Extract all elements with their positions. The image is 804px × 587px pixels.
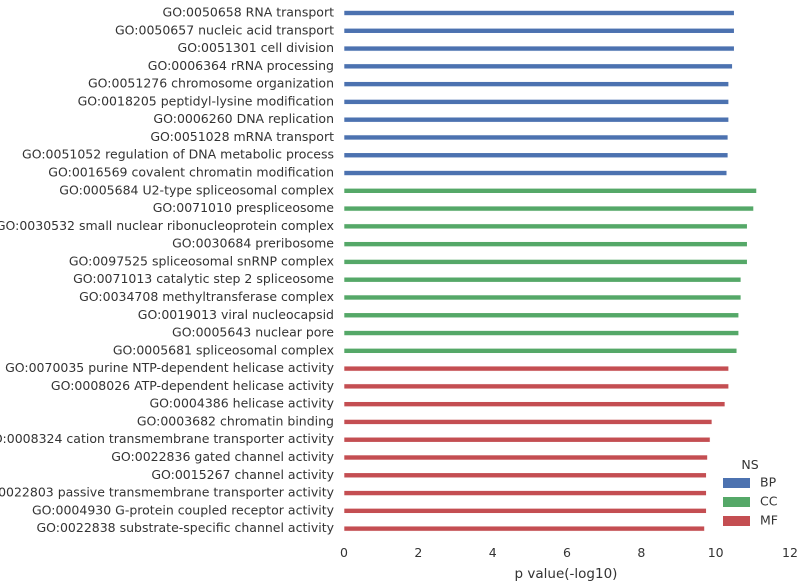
category-label-13: GO:0030684 preribosome bbox=[172, 236, 334, 251]
bar-25 bbox=[343, 454, 708, 461]
x-axis-label: p value(-log10) bbox=[515, 566, 618, 582]
bar-19 bbox=[343, 348, 738, 354]
bar-6 bbox=[343, 116, 729, 123]
category-label-11: GO:0071010 prespliceosome bbox=[153, 200, 335, 215]
bar-4 bbox=[343, 81, 729, 87]
bar-8 bbox=[343, 152, 729, 159]
x-tick-label-5: 10 bbox=[708, 545, 724, 560]
category-label-26: GO:0015267 channel activity bbox=[151, 467, 334, 482]
bar-12 bbox=[343, 223, 748, 230]
bar-20 bbox=[343, 365, 729, 372]
x-tick-label-0: 0 bbox=[340, 545, 348, 560]
legend-swatch-cc bbox=[723, 497, 750, 507]
bar-27 bbox=[343, 490, 707, 496]
category-label-22: GO:0004386 helicase activity bbox=[149, 396, 334, 411]
bar-14 bbox=[343, 259, 748, 265]
x-ticks-group: 0 2 4 6 8 10 12 bbox=[340, 545, 798, 560]
legend-label-mf: MF bbox=[760, 513, 778, 528]
bar-24 bbox=[343, 436, 711, 443]
x-tick-label-3: 6 bbox=[563, 545, 571, 560]
bar-16 bbox=[343, 294, 742, 301]
bar-7 bbox=[343, 134, 729, 141]
x-tick-label-4: 8 bbox=[637, 545, 645, 560]
bar-9 bbox=[343, 170, 728, 176]
bars-group bbox=[343, 10, 757, 532]
category-label-1: GO:0050657 nucleic acid transport bbox=[115, 22, 334, 37]
category-label-21: GO:0008026 ATP-dependent helicase activi… bbox=[51, 378, 335, 393]
bar-3 bbox=[343, 63, 733, 70]
category-label-25: GO:0022836 gated channel activity bbox=[111, 449, 334, 464]
bar-0 bbox=[343, 10, 735, 16]
bar-10 bbox=[343, 188, 757, 194]
category-label-24: GO:0008324 cation transmembrane transpor… bbox=[0, 431, 335, 446]
category-label-28: GO:0004930 G-protein coupled receptor ac… bbox=[32, 502, 335, 517]
category-label-7: GO:0051028 mRNA transport bbox=[150, 129, 334, 144]
x-tick-label-6: 12 bbox=[782, 545, 798, 560]
category-label-15: GO:0071013 catalytic step 2 spliceosome bbox=[73, 271, 334, 286]
legend: NS BP CC MF bbox=[723, 457, 778, 528]
category-label-14: GO:0097525 spliceosomal snRNP complex bbox=[69, 253, 334, 268]
legend-swatch-bp bbox=[723, 478, 750, 488]
category-label-6: GO:0006260 DNA replication bbox=[153, 111, 334, 126]
legend-title: NS bbox=[741, 457, 758, 472]
category-label-4: GO:0051276 chromosome organization bbox=[88, 76, 334, 91]
legend-label-cc: CC bbox=[760, 494, 778, 509]
bar-26 bbox=[343, 472, 707, 479]
bar-17 bbox=[343, 312, 740, 319]
category-label-23: GO:0003682 chromatin binding bbox=[137, 413, 334, 428]
bar-21 bbox=[343, 383, 729, 390]
category-label-5: GO:0018205 peptidyl-lysine modification bbox=[78, 93, 334, 108]
category-label-2: GO:0051301 cell division bbox=[178, 40, 334, 55]
category-label-16: GO:0034708 methyltransferase complex bbox=[79, 289, 334, 304]
category-label-0: GO:0050658 RNA transport bbox=[163, 5, 335, 20]
bar-18 bbox=[343, 330, 740, 336]
category-label-17: GO:0019013 viral nucleocapsid bbox=[138, 307, 334, 322]
bar-22 bbox=[343, 401, 726, 407]
category-label-29: GO:0022838 substrate-specific channel ac… bbox=[36, 520, 334, 535]
category-label-20: GO:0070035 purine NTP-dependent helicase… bbox=[5, 360, 335, 375]
category-label-9: GO:0016569 covalent chromatin modificati… bbox=[48, 165, 334, 180]
category-label-8: GO:0051052 regulation of DNA metabolic p… bbox=[22, 147, 334, 162]
category-labels-group: GO:0050658 RNA transport GO:0050657 nucle… bbox=[0, 5, 335, 536]
bar-13 bbox=[343, 241, 748, 247]
legend-swatch-mf bbox=[723, 516, 750, 526]
bar-29 bbox=[343, 525, 705, 532]
x-tick-label-1: 2 bbox=[414, 545, 422, 560]
bar-23 bbox=[343, 419, 713, 425]
bar-1 bbox=[343, 27, 735, 34]
category-label-3: GO:0006364 rRNA processing bbox=[148, 58, 334, 73]
legend-label-bp: BP bbox=[760, 475, 777, 490]
bar-5 bbox=[343, 99, 729, 105]
category-label-18: GO:0005643 nuclear pore bbox=[172, 325, 334, 340]
category-label-12: GO:0030532 small nuclear ribonucleoprote… bbox=[0, 218, 334, 233]
bar-2 bbox=[343, 45, 735, 52]
category-label-27: GO:0022803 passive transmembrane transpo… bbox=[0, 485, 335, 500]
bar-15 bbox=[343, 276, 742, 283]
category-label-19: GO:0005681 spliceosomal complex bbox=[113, 342, 334, 357]
bar-11 bbox=[343, 205, 754, 212]
category-label-10: GO:0005684 U2-type spliceosomal complex bbox=[59, 182, 334, 197]
bar-28 bbox=[343, 508, 707, 514]
x-tick-label-2: 4 bbox=[489, 545, 497, 560]
